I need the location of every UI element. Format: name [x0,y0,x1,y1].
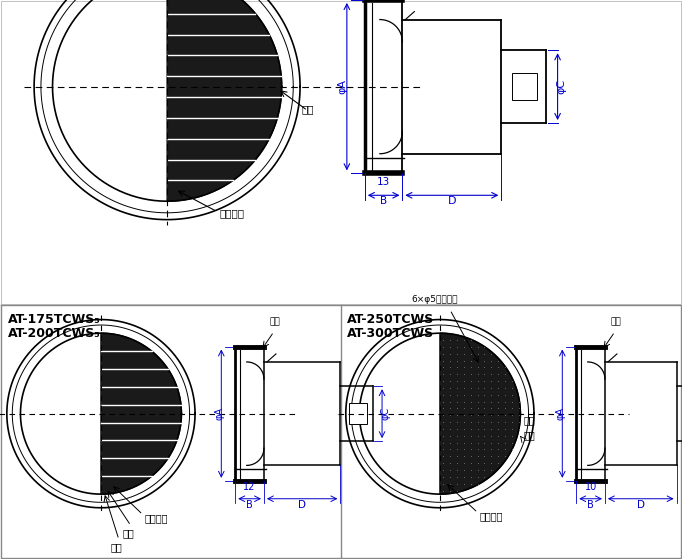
Text: ドレン稴: ドレン稴 [219,209,244,219]
Text: B: B [246,500,253,510]
Text: D: D [637,500,644,510]
Text: 13: 13 [377,177,390,187]
Text: AT-200TCWS₅: AT-200TCWS₅ [8,326,101,340]
Text: φA: φA [555,407,565,420]
Text: D: D [447,196,456,206]
Text: 6×φ5据付用稴: 6×φ5据付用稴 [412,295,458,304]
Text: ドレン稴: ドレン稴 [480,511,503,521]
Text: φA: φA [338,79,348,94]
Text: ネジ: ネジ [123,528,134,538]
Text: B: B [380,196,387,206]
Text: φC: φC [557,79,567,94]
Text: ドレン稴: ドレン稴 [145,513,168,523]
Text: ネジ: ネジ [523,430,535,440]
Text: φC: φC [380,407,390,420]
Polygon shape [440,333,520,494]
Text: AT-300TCWS: AT-300TCWS [347,326,434,340]
Polygon shape [101,333,181,494]
Text: B: B [587,500,594,510]
Bar [512,73,537,101]
Bar [1,1,681,304]
Text: 10: 10 [584,482,597,492]
Bar [349,403,366,424]
Text: 12: 12 [243,482,256,492]
Text: ネジ: ネジ [270,318,281,326]
Text: AT-250TCWS: AT-250TCWS [347,312,434,326]
Text: ネジ: ネジ [611,318,622,326]
Text: ネジ: ネジ [301,105,314,115]
Text: φA: φA [214,407,224,420]
Text: ネジ: ネジ [523,416,535,425]
Text: ネジ: ネジ [111,542,123,552]
Text: AT-175TCWS₅: AT-175TCWS₅ [8,312,101,326]
Polygon shape [167,0,282,201]
Text: D: D [298,500,306,510]
